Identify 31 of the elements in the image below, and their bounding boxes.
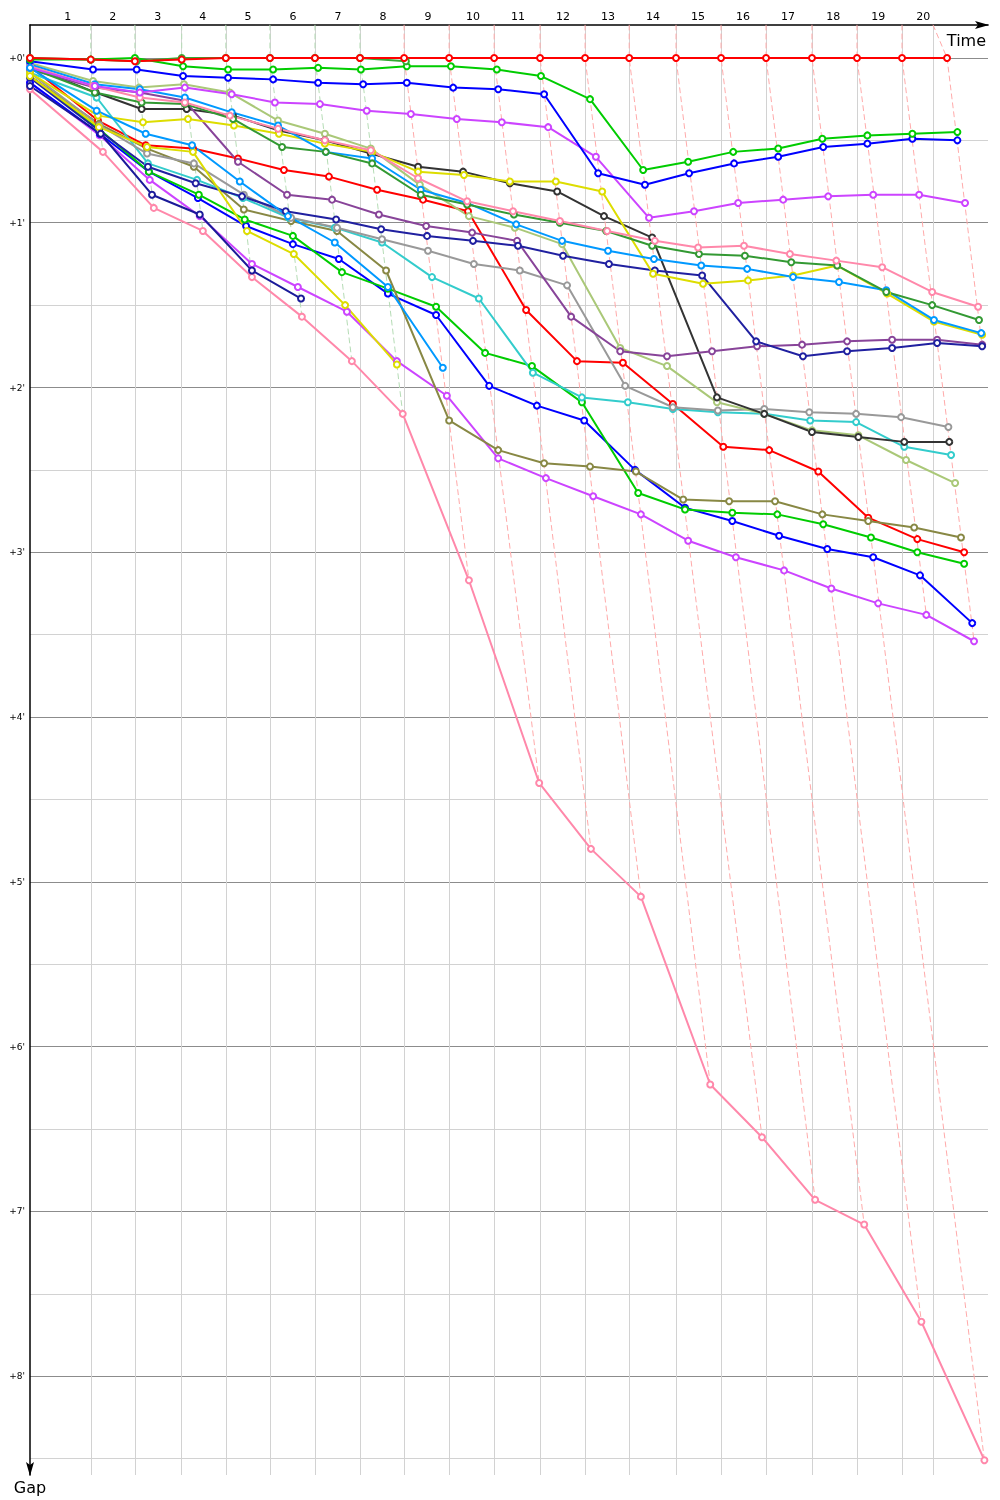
y-tick-label: +1'	[9, 217, 25, 228]
x-tick-label: 11	[511, 10, 525, 23]
y-tick-label: +2'	[9, 382, 25, 393]
x-tick-label: 8	[379, 10, 387, 23]
x-tick-label: 7	[334, 10, 342, 23]
x-tick-label: 12	[556, 10, 571, 23]
x-tick-label: 9	[424, 10, 432, 23]
y-tick-label: +7'	[9, 1206, 25, 1217]
x-tick-label: 13	[601, 10, 616, 23]
x-tick-label: 15	[691, 10, 706, 23]
x-tick-label: 16	[736, 10, 751, 23]
y-tick-label: +4'	[9, 712, 25, 723]
y-tick-label: +0'	[9, 52, 25, 63]
x-tick-label: 20	[916, 10, 931, 23]
x-tick-label: 10	[465, 10, 480, 23]
y-axis-title: Gap	[13, 1477, 47, 1497]
x-axis-title: Time	[945, 30, 986, 50]
y-tick-label: +3'	[9, 547, 25, 558]
y-tick-label: +5'	[9, 876, 25, 887]
x-tick-label: 3	[154, 10, 162, 23]
x-tick-label: 4	[199, 10, 207, 23]
x-tick-label: 18	[826, 10, 841, 23]
y-tick-label: +6'	[9, 1041, 25, 1052]
x-tick-label: 1	[64, 10, 72, 23]
x-tick-label: 14	[646, 10, 661, 23]
y-tick-label: +8'	[9, 1371, 25, 1382]
x-tick-label: 5	[244, 10, 252, 23]
x-tick-label: 17	[781, 10, 796, 23]
x-tick-label: 19	[871, 10, 886, 23]
x-tick-label: 6	[289, 10, 297, 23]
x-tick-label: 2	[109, 10, 117, 23]
